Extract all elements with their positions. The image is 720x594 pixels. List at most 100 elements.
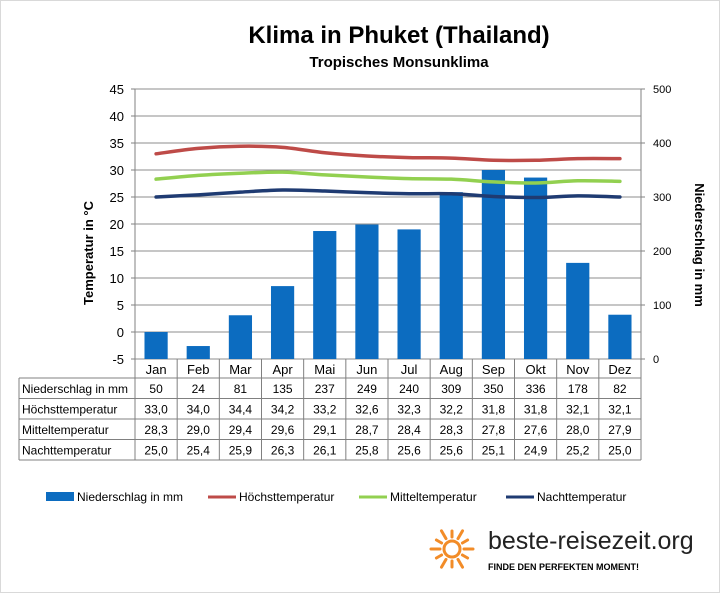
table-cell: 27,8 (482, 423, 506, 437)
table-cell: 29,0 (187, 423, 211, 437)
table-cell: 28,3 (440, 423, 464, 437)
category-label: Nov (566, 362, 590, 377)
sun-icon (429, 529, 475, 569)
table-cell: 25,1 (482, 444, 506, 458)
table-cell: 32,1 (608, 403, 632, 417)
left-tick-label: 20 (110, 217, 124, 232)
category-label: Jan (146, 362, 167, 377)
table-cell: 309 (441, 382, 461, 396)
table-cell: 32,6 (355, 403, 379, 417)
precipitation-bar (566, 262, 590, 359)
table-cell: 81 (234, 382, 248, 396)
right-tick-label: 300 (653, 192, 671, 204)
table-cell: 25,4 (187, 444, 211, 458)
table-cell: 237 (315, 382, 335, 396)
precipitation-bar (355, 224, 379, 359)
table-cell: 34,0 (187, 403, 211, 417)
category-label: Okt (525, 362, 546, 377)
legend-label: Niederschlag in mm (77, 490, 183, 504)
table-cell: 32,2 (440, 403, 464, 417)
sun-ray (460, 538, 470, 545)
left-tick-label: 25 (110, 190, 124, 205)
brand-name: beste-reisezeit.org (488, 527, 694, 555)
right-tick-label: 100 (653, 300, 671, 312)
table-cell: 135 (273, 382, 293, 396)
table-cell: 31,8 (524, 403, 548, 417)
legend-swatch (46, 492, 74, 501)
table-cell: 29,6 (271, 423, 295, 437)
precipitation-bar (186, 346, 210, 359)
table-cell: 28,4 (397, 423, 421, 437)
category-label: Aug (440, 362, 463, 377)
table-cell: 28,3 (144, 423, 168, 437)
legend: Niederschlag in mm Höchsttemperatur Mittel… (46, 490, 626, 504)
table-cell: 33,2 (313, 403, 337, 417)
table-cell: 28,0 (566, 423, 590, 437)
category-label: Sep (482, 362, 505, 377)
table-cell: 50 (149, 382, 163, 396)
left-axis: 45 40 35 30 25 20 15 10 5 0 -5 (110, 82, 135, 367)
category-label: Mar (229, 362, 252, 377)
precipitation-bar (228, 315, 253, 359)
table-cell: 34,4 (229, 403, 253, 417)
table-cell: 34,2 (271, 403, 295, 417)
precipitation-bar (523, 177, 548, 359)
sun-ray (434, 538, 444, 545)
table-cell: 31,8 (482, 403, 506, 417)
table-row-label: Niederschlag in mm (22, 382, 128, 396)
table-cell: 27,6 (524, 423, 548, 437)
table-cell: 249 (357, 382, 377, 396)
left-tick-label: 35 (110, 136, 124, 151)
sun-ray (460, 553, 470, 560)
table-cell: 178 (568, 382, 588, 396)
right-tick-label: 500 (653, 84, 671, 96)
precipitation-bar (481, 170, 506, 359)
chart-title: Klima in Phuket (Thailand) (248, 22, 549, 49)
table-cell: 25,0 (608, 444, 632, 458)
right-tick-label: 0 (653, 354, 659, 366)
table-cell: 29,4 (229, 423, 253, 437)
sun-ray (434, 553, 444, 560)
precipitation-bar (270, 286, 295, 359)
right-tick-label: 400 (653, 138, 671, 150)
left-axis-label: Temperatur in °C (81, 200, 96, 305)
table-cell: 28,7 (355, 423, 379, 437)
data-table: Jan Feb Mar Apr Mai Jun Jul Aug Sep Okt Nov Dez Nied… (18, 359, 642, 461)
table-cell: 26,1 (313, 444, 337, 458)
left-tick-label: 5 (117, 298, 124, 313)
left-tick-label: 15 (110, 244, 124, 259)
table-row-label: Mitteltemperatur (22, 423, 109, 437)
logo: beste-reisezeit.org FINDE DEN PERFEKTEN … (429, 527, 694, 572)
temperature-line (154, 188, 622, 200)
category-label: Apr (272, 362, 293, 377)
precipitation-bar (439, 192, 463, 359)
table-row-label: Nachttemperatur (22, 444, 111, 458)
table-cell: 25,9 (229, 444, 253, 458)
left-tick-label: 30 (110, 163, 124, 178)
table-cell: 32,1 (566, 403, 590, 417)
right-tick-label: 200 (653, 246, 671, 258)
table-cell: 27,9 (608, 423, 632, 437)
left-tick-label: 40 (110, 109, 124, 124)
right-axis: 500 400 300 200 100 0 (641, 84, 671, 366)
table-cell: 25,6 (440, 444, 464, 458)
precipitation-bar (144, 332, 168, 359)
table-row-label: Höchsttemperatur (22, 403, 117, 417)
temperature-line (154, 170, 622, 185)
legend-label: Höchsttemperatur (239, 490, 334, 504)
table-cell: 29,1 (313, 423, 337, 437)
sun-ray (440, 557, 448, 569)
category-label: Jun (356, 362, 377, 377)
right-axis-label: Niederschlag in mm (692, 183, 707, 307)
table-cell: 240 (399, 382, 419, 396)
table-cell: 33,0 (144, 403, 168, 417)
table-cell: 25,6 (397, 444, 421, 458)
brand-tagline: FINDE DEN PERFEKTEN MOMENT! (488, 562, 639, 572)
category-label: Jul (401, 362, 418, 377)
sun-ray (456, 529, 464, 541)
temperature-line (154, 144, 622, 163)
table-cell: 24 (192, 382, 206, 396)
table-cell: 336 (526, 382, 546, 396)
